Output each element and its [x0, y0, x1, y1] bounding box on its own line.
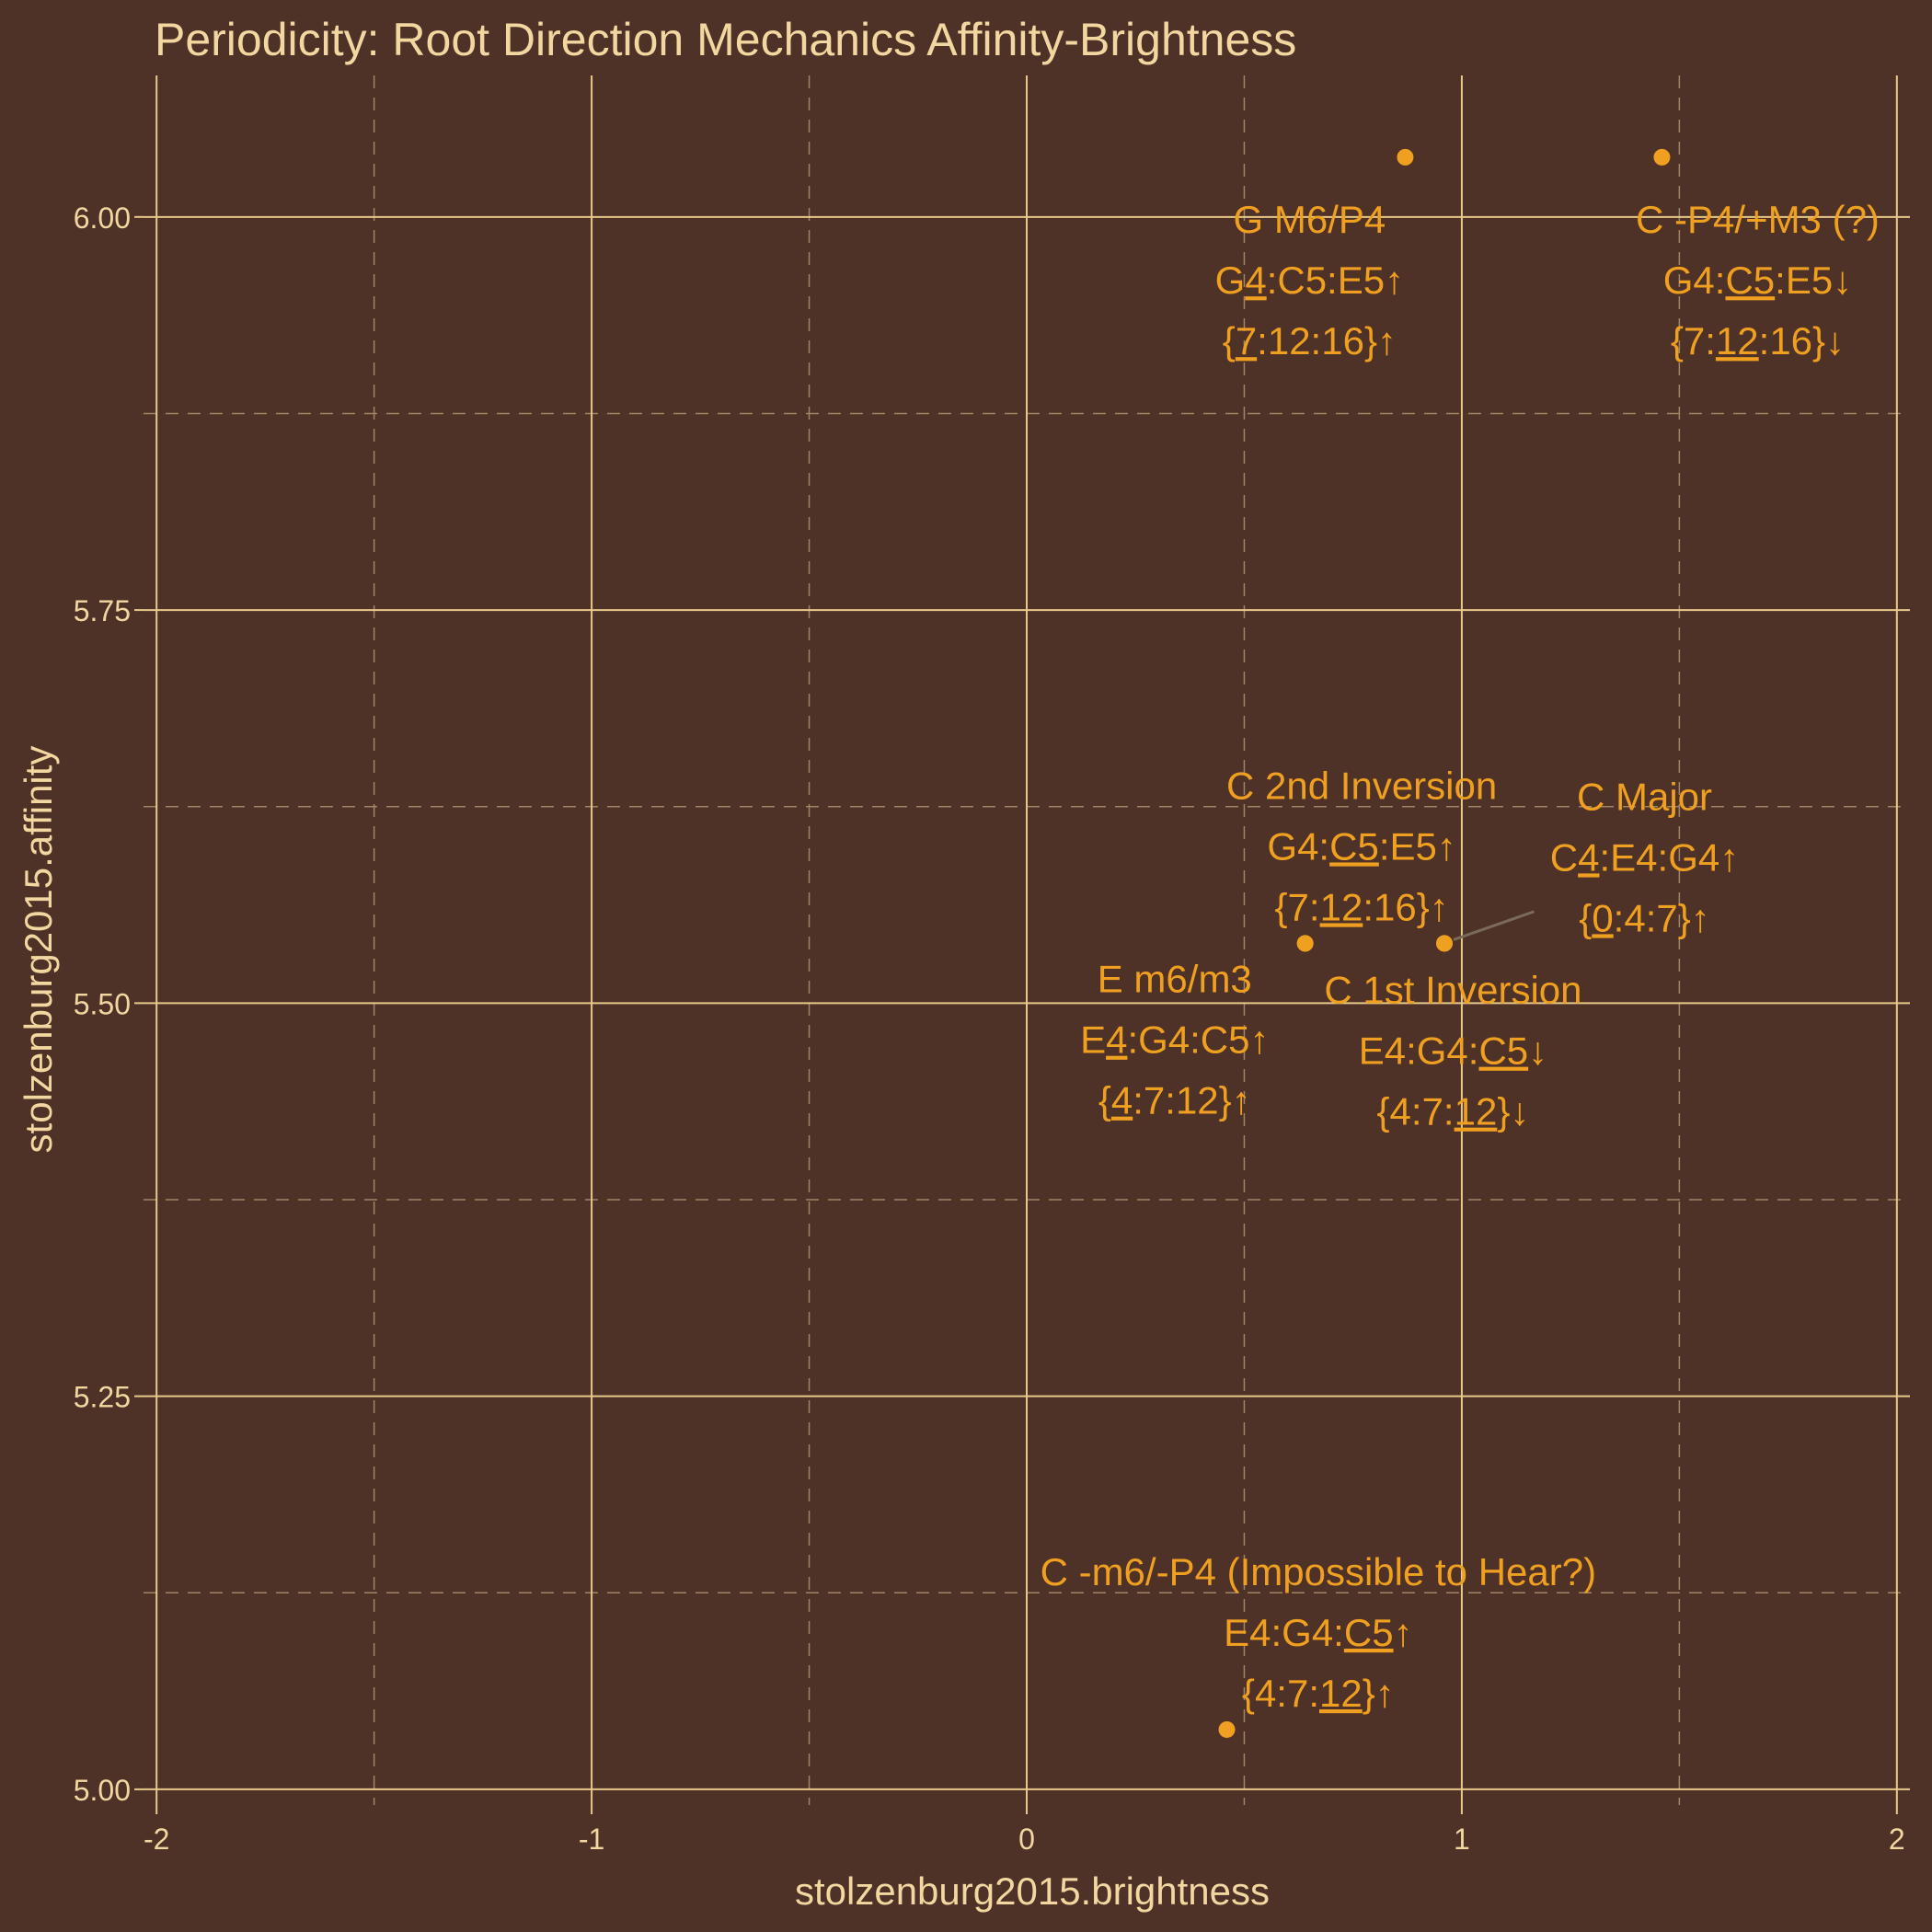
point-label-line: E4:G4:C5↑	[1224, 1611, 1412, 1654]
x-tick-label: -1	[579, 1823, 604, 1856]
point-label-line: C4:E4:G4↑	[1550, 835, 1739, 879]
label-segment: C -m6/-P4 (Impossible to Hear?)	[1041, 1550, 1597, 1593]
underlined-root-note: C5	[1329, 824, 1379, 868]
label-segment: C	[1550, 835, 1578, 879]
label-segment: :7:12}↑	[1133, 1079, 1250, 1122]
label-segment: {4:7:	[1242, 1672, 1319, 1715]
y-axis-title: stolzenburg2015.affinity	[17, 746, 60, 1154]
label-leaders	[1453, 910, 1535, 941]
label-leader-line	[1453, 910, 1535, 941]
underlined-root-note: 12	[1319, 1672, 1363, 1715]
label-segment: C 1st Inversion	[1324, 969, 1581, 1012]
x-tick-label: 1	[1454, 1823, 1470, 1856]
label-segment: E4:G4:	[1224, 1611, 1344, 1654]
point-label-line: E4:G4:C5↑	[1080, 1018, 1269, 1062]
underlined-root-note: 7	[1236, 319, 1257, 362]
label-segment: :E5↓	[1775, 259, 1852, 302]
label-segment: G4:	[1267, 824, 1329, 868]
y-tick-label: 6.00	[74, 201, 131, 235]
x-axis-title: stolzenburg2015.brightness	[795, 1869, 1270, 1913]
label-segment: :E4:G4↑	[1600, 835, 1740, 879]
data-point	[1435, 935, 1453, 952]
label-segment: :E5↑	[1379, 824, 1456, 868]
underlined-root-note: C5	[1344, 1611, 1394, 1654]
point-label-line: G4:C5:E5↓	[1663, 259, 1852, 302]
data-point	[1218, 1720, 1236, 1738]
point-label-line: {4:7:12}↓	[1377, 1090, 1530, 1133]
label-segment: E4:G4:	[1359, 1029, 1479, 1073]
underlined-root-note: 4	[1111, 1079, 1133, 1122]
point-label-line: C 2nd Inversion	[1226, 764, 1497, 807]
data-point	[1296, 935, 1314, 952]
point-label-line: {7:12:16}↑	[1223, 319, 1397, 362]
y-tick-label: 5.00	[74, 1774, 131, 1807]
point-label-line: G M6/P4	[1234, 198, 1386, 241]
label-segment: ↑	[1394, 1611, 1413, 1654]
data-point	[1653, 148, 1671, 166]
y-tick-label: 5.25	[74, 1381, 131, 1414]
label-segment: :4:7}↑	[1614, 896, 1710, 939]
point-label-line: C -P4/+M3 (?)	[1636, 198, 1880, 241]
label-segment: G	[1215, 259, 1246, 302]
y-axis-ticks: 5.00 5.25 5.50 5.75 6.00	[74, 201, 144, 1807]
label-segment: :16}↓	[1759, 319, 1845, 362]
underlined-root-note: 12	[1320, 885, 1363, 928]
underlined-root-note: 0	[1592, 896, 1613, 939]
point-label-line: C Major	[1577, 775, 1712, 818]
chart-title: Periodicity: Root Direction Mechanics Af…	[155, 14, 1296, 65]
x-tick-label: 2	[1889, 1823, 1905, 1856]
label-segment: :16}↑	[1363, 885, 1448, 928]
point-label-line: G4:C5:E5↑	[1215, 259, 1404, 302]
data-point	[1397, 148, 1414, 166]
x-axis-ticks: -2 -1 0 1 2	[144, 1805, 1905, 1856]
point-label-line: {7:12:16}↑	[1275, 885, 1449, 928]
point-label-line: C -m6/-P4 (Impossible to Hear?)	[1041, 1550, 1597, 1593]
label-segment: {	[1579, 896, 1592, 939]
underlined-root-note: 12	[1455, 1090, 1498, 1133]
point-label-line: C 1st Inversion	[1324, 969, 1581, 1012]
label-segment: }↓	[1497, 1090, 1529, 1133]
point-label-line: {4:7:12}↑	[1098, 1079, 1251, 1122]
underlined-root-note: 4	[1245, 259, 1266, 302]
x-tick-label: 0	[1018, 1823, 1035, 1856]
underlined-root-note: 12	[1716, 319, 1759, 362]
point-label-line: G4:C5:E5↑	[1267, 824, 1455, 868]
underlined-root-note: 4	[1106, 1018, 1127, 1062]
label-segment: C 2nd Inversion	[1226, 764, 1497, 807]
x-tick-label: -2	[144, 1823, 169, 1856]
point-label-line: {7:12:16}↓	[1671, 319, 1845, 362]
underlined-root-note: C5	[1725, 259, 1775, 302]
label-segment: :12:16}↑	[1257, 319, 1397, 362]
label-segment: }↑	[1363, 1672, 1395, 1715]
y-tick-label: 5.75	[74, 594, 131, 627]
grid	[144, 75, 1910, 1805]
label-segment: E	[1080, 1018, 1106, 1062]
point-label-line: E4:G4:C5↓	[1359, 1029, 1547, 1073]
underlined-root-note: C5	[1478, 1029, 1528, 1073]
label-segment: C -P4/+M3 (?)	[1636, 198, 1880, 241]
underlined-root-note: 4	[1578, 835, 1599, 879]
label-segment: C Major	[1577, 775, 1712, 818]
point-label-line: E m6/m3	[1098, 958, 1252, 1001]
point-label-line: {0:4:7}↑	[1579, 896, 1709, 939]
label-segment: {4:7:	[1377, 1090, 1455, 1133]
label-segment: G4:	[1663, 259, 1726, 302]
label-segment: :G4:C5↑	[1127, 1018, 1269, 1062]
label-segment: :C5:E5↑	[1267, 259, 1404, 302]
label-segment: {7:	[1275, 885, 1320, 928]
label-segment: {	[1098, 1079, 1111, 1122]
point-label-line: {4:7:12}↑	[1242, 1672, 1395, 1715]
label-segment: G M6/P4	[1234, 198, 1386, 241]
label-segment: {7:	[1671, 319, 1716, 362]
y-tick-label: 5.50	[74, 987, 131, 1020]
label-segment: E m6/m3	[1098, 958, 1252, 1001]
data-points	[1218, 148, 1671, 1738]
label-segment: {	[1223, 319, 1236, 362]
label-segment: ↓	[1528, 1029, 1547, 1073]
